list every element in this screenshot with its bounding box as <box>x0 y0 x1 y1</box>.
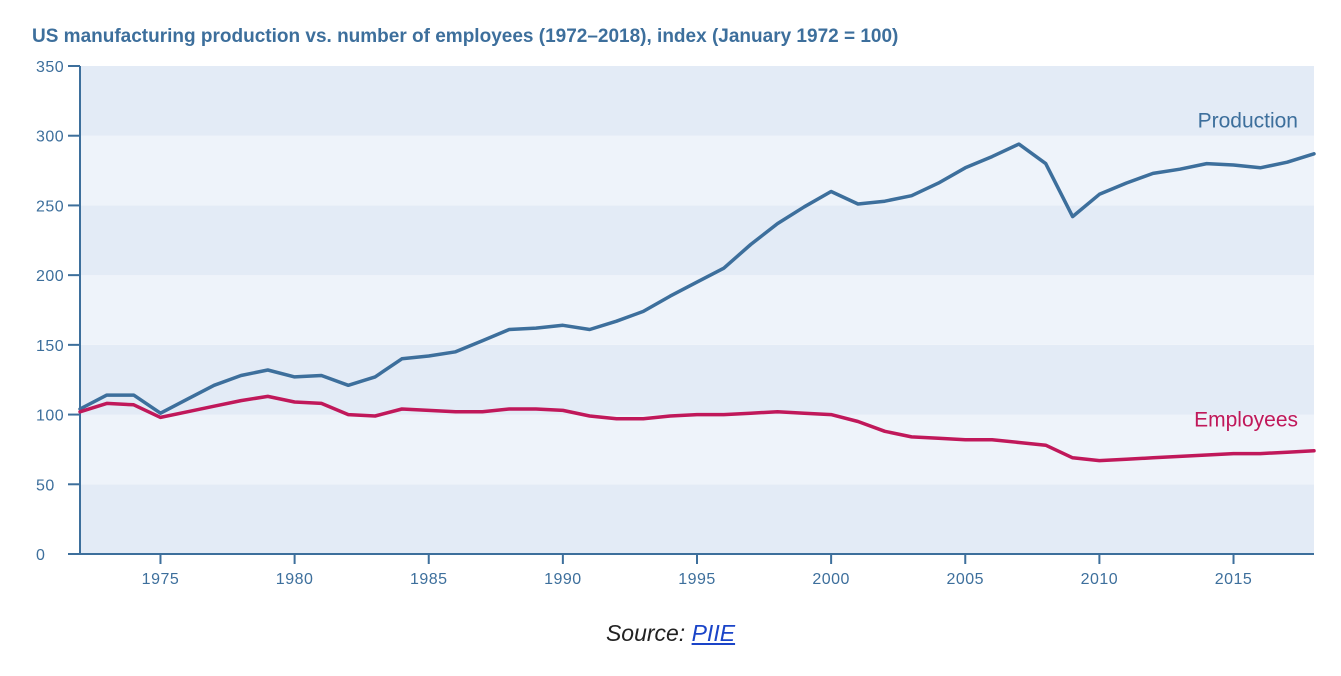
x-tick-label: 2000 <box>812 571 850 588</box>
x-tick-label: 2015 <box>1215 571 1253 588</box>
x-tick-label: 1980 <box>276 571 314 588</box>
grid-band <box>80 484 1314 554</box>
chart: US manufacturing production vs. number o… <box>32 26 1316 588</box>
source-prefix: Source: <box>605 620 692 646</box>
x-tick-label: 2005 <box>946 571 984 588</box>
y-axis-ticks: 0 50 100 150 200 250 300 350 <box>36 59 80 564</box>
x-tick-label: 2010 <box>1081 571 1119 588</box>
y-tick-label: 350 <box>36 59 64 76</box>
y-tick-label: 200 <box>36 268 64 285</box>
series-lines <box>78 142 1316 463</box>
y-tick-label: 100 <box>36 408 64 425</box>
x-tick-label: 1990 <box>544 571 582 588</box>
y-tick-label: 300 <box>36 129 64 146</box>
x-tick-label: 1995 <box>678 571 716 588</box>
series-line-production <box>78 142 1316 415</box>
y-tick-label: 0 <box>36 547 45 564</box>
grid-band <box>80 66 1314 136</box>
y-tick-label: 50 <box>36 477 55 494</box>
y-tick-label: 150 <box>36 338 64 355</box>
grid-band <box>80 275 1314 345</box>
series-label-employees: Employees <box>1194 409 1298 432</box>
series-label-production: Production <box>1198 110 1298 133</box>
grid-band <box>80 205 1314 276</box>
grid-band <box>80 135 1314 206</box>
x-axis-ticks: 1975 1980 1985 1990 1995 2000 2005 2010 2015 <box>142 554 1253 588</box>
chart-title: US manufacturing production vs. number o… <box>32 26 898 47</box>
series-line-employees <box>78 394 1316 463</box>
x-tick-label: 1975 <box>142 571 180 588</box>
grid-bands <box>80 66 1314 554</box>
grid-band <box>80 414 1314 485</box>
source-link[interactable]: PIIE <box>691 620 736 646</box>
grid-band <box>80 344 1314 415</box>
series-labels: Production Employees <box>1194 110 1298 432</box>
x-tick-label: 1985 <box>410 571 448 588</box>
source-caption: Source: PIIE <box>0 620 1341 647</box>
y-tick-label: 250 <box>36 198 64 215</box>
